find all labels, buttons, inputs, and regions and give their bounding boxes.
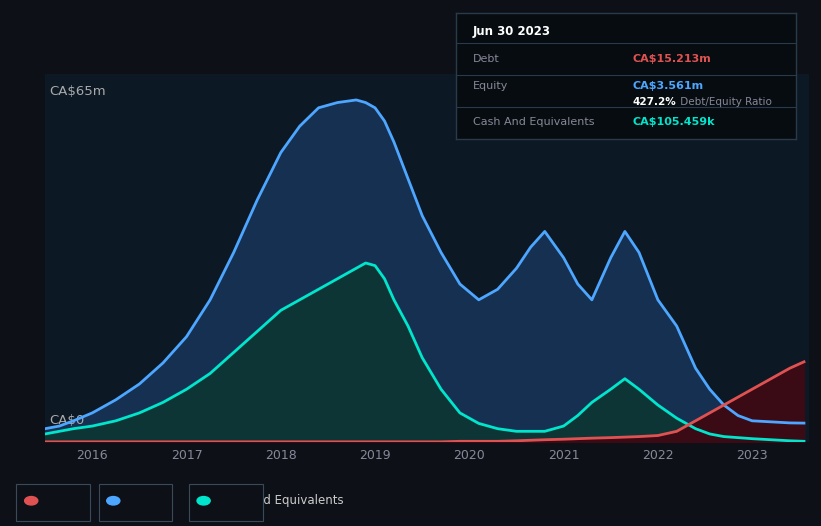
Text: CA$15.213m: CA$15.213m <box>633 54 712 64</box>
Text: Cash And Equivalents: Cash And Equivalents <box>215 494 344 507</box>
Text: CA$105.459k: CA$105.459k <box>633 117 715 127</box>
Text: Cash And Equivalents: Cash And Equivalents <box>473 117 594 127</box>
Text: CA$65m: CA$65m <box>49 85 106 98</box>
Text: CA$3.561m: CA$3.561m <box>633 82 704 92</box>
Text: 427.2%: 427.2% <box>633 96 677 107</box>
Text: Jun 30 2023: Jun 30 2023 <box>473 25 551 37</box>
Text: Equity: Equity <box>473 82 508 92</box>
Text: Debt/Equity Ratio: Debt/Equity Ratio <box>677 96 772 107</box>
Text: Debt: Debt <box>473 54 499 64</box>
Text: Debt: Debt <box>43 494 71 507</box>
Text: CA$0: CA$0 <box>49 414 85 427</box>
Text: Equity: Equity <box>125 494 163 507</box>
